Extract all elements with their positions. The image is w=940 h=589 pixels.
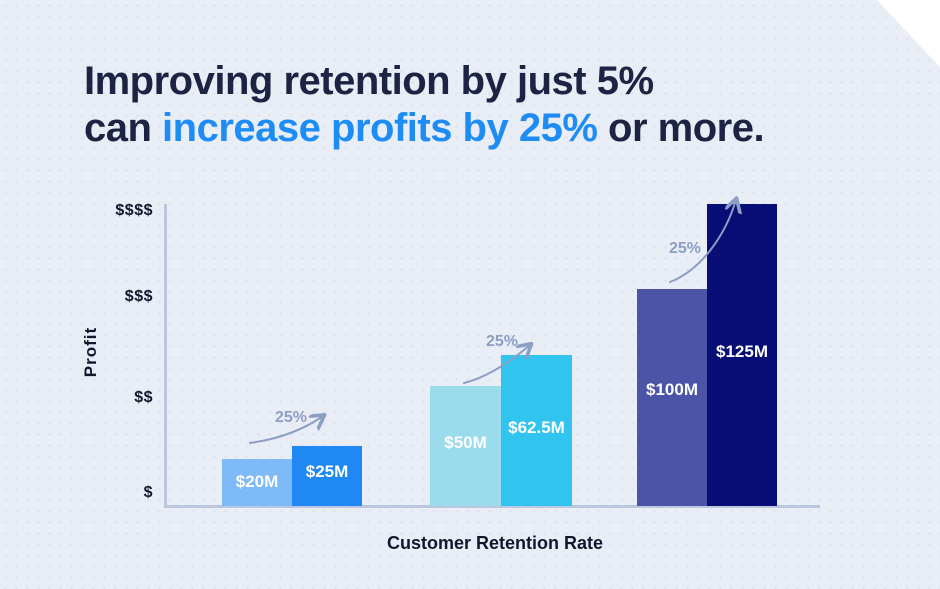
bar-value-label: $25M — [305, 462, 349, 481]
y-tick-label: $$ — [134, 389, 153, 406]
growth-arrow-icon — [249, 402, 335, 444]
increase-percent-label: 25% — [274, 409, 308, 426]
bar-20m: $20M — [222, 459, 292, 506]
headline-line1: Improving retention by just 5% — [84, 59, 654, 103]
y-tick-label: $$$ — [124, 288, 153, 305]
page-corner-cut — [877, 0, 940, 67]
x-axis-line — [164, 505, 820, 508]
y-axis-line — [164, 204, 167, 508]
bar-62-5m: $62.5M — [501, 355, 572, 506]
y-axis-title: Profit — [81, 326, 100, 378]
bar-value-label: $20M — [235, 472, 279, 491]
bar-value-label: $125M — [716, 342, 768, 361]
headline-highlight: increase profits by 25% — [162, 106, 598, 150]
headline-line2-suffix: or more. — [597, 106, 765, 150]
increase-percent-label: 25% — [485, 333, 519, 350]
growth-arrow-icon — [463, 336, 542, 384]
y-tick-label: $$$$ — [115, 202, 153, 219]
headline: Improving retention by just 5% can increa… — [84, 58, 765, 152]
increase-percent-label: 25% — [668, 240, 702, 257]
headline-line2-prefix: can — [84, 106, 163, 150]
bar-value-label: $62.5M — [508, 418, 565, 437]
bar-100m: $100M — [637, 289, 707, 506]
y-tick-label: $ — [143, 484, 153, 501]
x-axis-title: Customer Retention Rate — [386, 533, 604, 553]
bar-25m: $25M — [292, 446, 362, 506]
bar-50m: $50M — [430, 386, 501, 506]
bar-125m: $125M — [707, 204, 777, 506]
bar-value-label: $50M — [444, 433, 487, 452]
growth-arrow-icon — [669, 188, 747, 283]
bar-value-label: $100M — [646, 380, 698, 399]
